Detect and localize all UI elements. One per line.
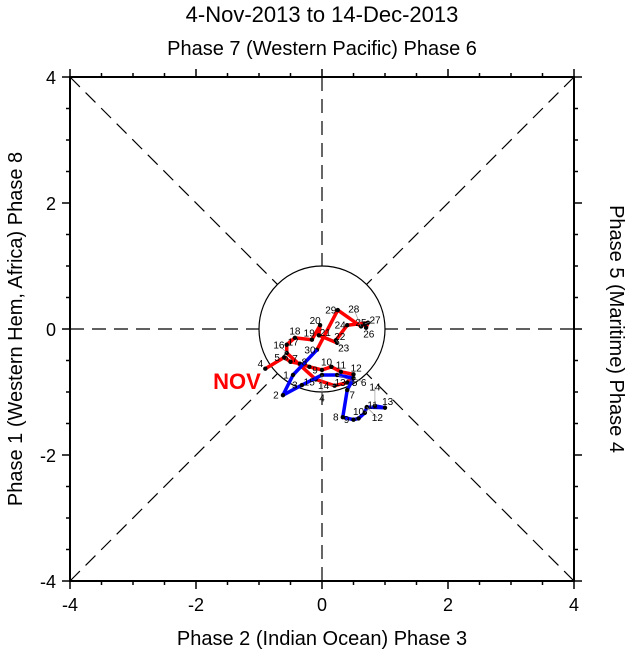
y-tick-label: 2 (46, 194, 56, 214)
day-label: 19 (304, 329, 316, 340)
day-point (338, 369, 344, 375)
day-label: 2 (273, 391, 279, 402)
day-label: 4 (319, 393, 325, 404)
day-label-leader (335, 340, 344, 349)
day-label: 10 (353, 407, 365, 418)
x-tick-label: 0 (317, 595, 327, 615)
right-phase-label: Phase 5 (Maritime) Phase 4 (605, 205, 627, 453)
phase-divider-line (366, 76, 575, 285)
day-label: 14 (318, 381, 330, 392)
day-label: 22 (334, 332, 346, 343)
phase-divider-line (366, 373, 575, 582)
day-label-leader (353, 377, 364, 383)
day-label: 24 (335, 321, 347, 332)
day-label: 11 (367, 401, 378, 412)
x-tick-label: 2 (443, 595, 453, 615)
day-label: 28 (348, 304, 360, 315)
day-label: 10 (321, 357, 333, 368)
day-point (309, 337, 315, 342)
day-point (290, 372, 296, 378)
day-label: 13 (382, 397, 394, 408)
day-point (345, 323, 350, 328)
day-point (363, 325, 369, 330)
day-label: 30 (304, 345, 316, 356)
day-point (345, 387, 350, 393)
day-label: 17 (288, 338, 300, 349)
day-label: 11 (336, 360, 347, 371)
y-tick-label: -4 (40, 572, 56, 592)
day-point (263, 366, 268, 371)
day-point (299, 382, 305, 388)
day-point (335, 307, 340, 313)
day-point (382, 405, 388, 410)
day-point (280, 392, 286, 398)
phase-divider-line (69, 76, 278, 285)
day-label: 5 (352, 378, 358, 389)
day-label-leader (366, 406, 378, 418)
phase-divider-line (69, 373, 278, 582)
day-point (340, 415, 345, 420)
day-label: 7 (292, 354, 298, 365)
day-label: 26 (363, 330, 375, 341)
y-tick-label: 4 (46, 68, 56, 88)
day-label: 8 (302, 357, 308, 368)
y-axis-label: Phase 1 (Western Hem, Africa) Phase 8 (5, 152, 27, 506)
day-label: 20 (310, 316, 322, 327)
day-label: 3 (292, 381, 298, 392)
day-label: 18 (289, 326, 301, 337)
day-label: 14 (369, 382, 381, 393)
day-point (319, 367, 325, 373)
day-label: 13 (335, 378, 347, 389)
day-point (345, 380, 350, 385)
day-point (288, 359, 293, 364)
day-label: 1 (283, 370, 289, 381)
day-label: 9 (312, 365, 318, 376)
day-label: 16 (273, 341, 285, 352)
top-phase-label: Phase 7 (Western Pacific) Phase 6 (167, 38, 477, 60)
day-point (356, 416, 361, 421)
x-tick-label: -4 (62, 595, 78, 615)
day-label: 5 (274, 353, 280, 364)
y-tick-label: 0 (46, 320, 56, 340)
day-label: 15 (304, 378, 316, 389)
day-point (351, 372, 356, 377)
day-label: 25 (355, 318, 367, 329)
x-tick-label: 4 (569, 595, 579, 615)
day-label: 7 (349, 391, 355, 402)
day-label: 21 (320, 328, 332, 339)
day-label: 8 (333, 413, 339, 424)
day-label: 12 (372, 413, 384, 424)
x-tick-label: -2 (188, 595, 204, 615)
day-label-leader (337, 374, 355, 383)
x-axis-label: Phase 2 (Indian Ocean) Phase 3 (177, 628, 467, 650)
phase-guides (69, 76, 575, 582)
y-tick-label: -2 (40, 446, 56, 466)
day-point (362, 321, 368, 327)
day-point (329, 364, 334, 369)
day-point (317, 323, 323, 328)
day-point (292, 335, 298, 341)
day-label: 9 (344, 415, 350, 426)
month-label-nov: NOV (213, 369, 261, 394)
day-label-leader (353, 308, 362, 327)
day-point (316, 333, 322, 338)
day-label-leader (364, 319, 376, 325)
chart-title: 4-Nov-2013 to 14-Dec-2013 (186, 2, 459, 27)
day-label: 6 (361, 378, 367, 389)
day-label: 4 (258, 359, 264, 370)
day-label: 27 (369, 315, 381, 326)
day-label-leader (278, 344, 287, 354)
day-point (282, 355, 287, 360)
day-label: 12 (351, 363, 363, 374)
day-label: 29 (325, 306, 337, 317)
day-point (284, 342, 289, 347)
day-label: 6 (283, 352, 289, 363)
day-point (307, 364, 312, 369)
day-point (351, 417, 356, 422)
day-label: 23 (338, 344, 350, 355)
